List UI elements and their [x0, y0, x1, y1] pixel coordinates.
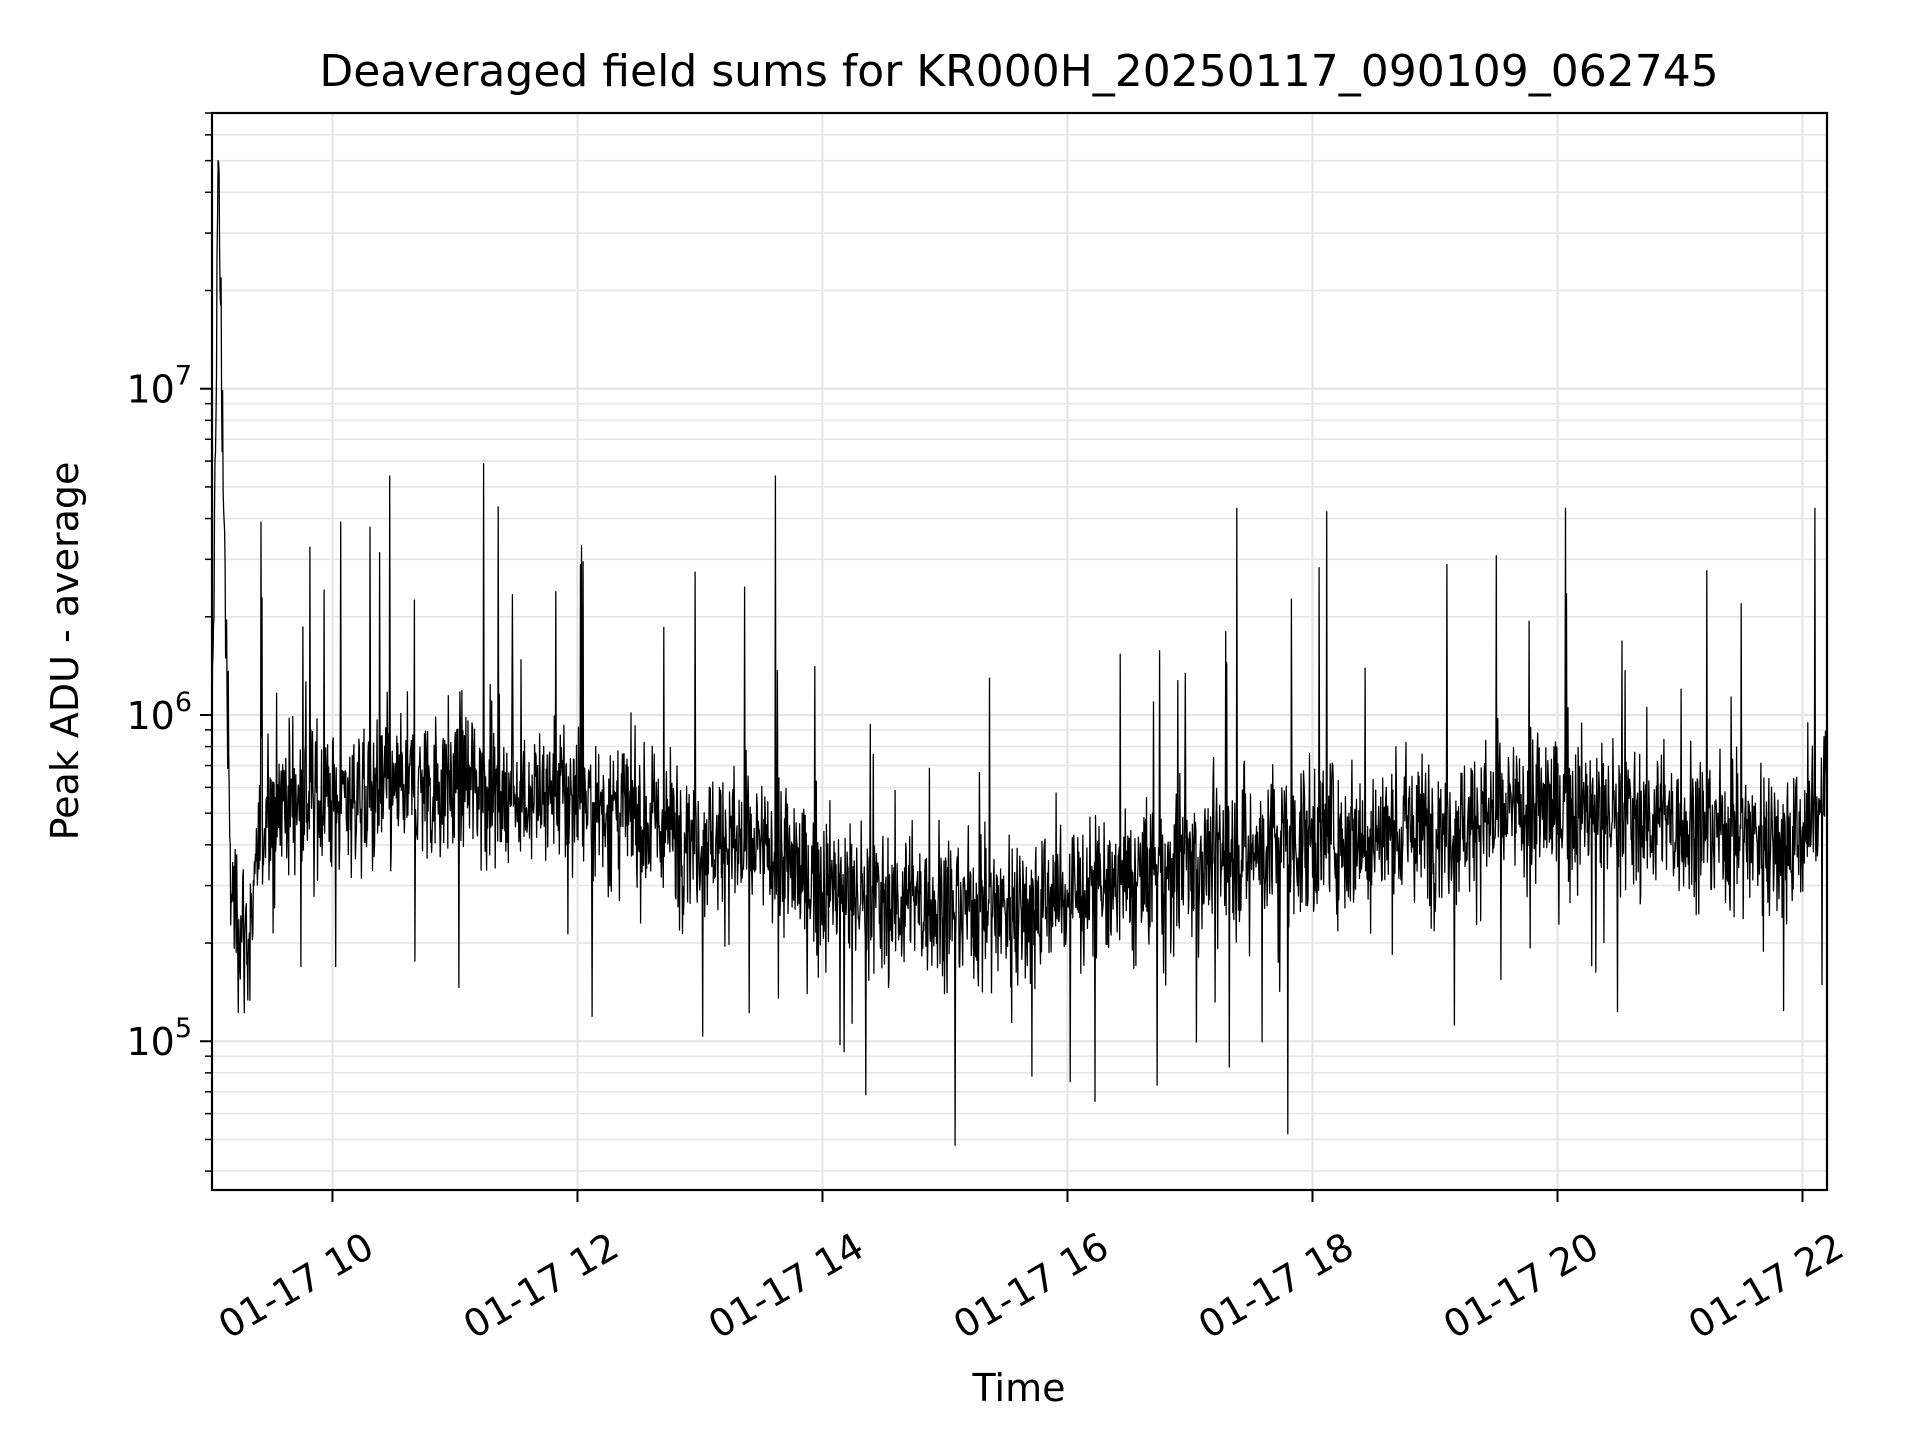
- x-axis-label: Time: [972, 1366, 1066, 1410]
- y-tick-label: 106: [126, 687, 192, 738]
- y-axis-label: Peak ADU - average: [43, 462, 87, 841]
- plot-frame: [210, 111, 1829, 1192]
- chart-title: Deaveraged field sums for KR000H_2025011…: [319, 46, 1718, 97]
- y-tick-label: 107: [126, 361, 192, 412]
- y-axis: 105 106 107: [126, 112, 212, 1172]
- data-line: [211, 160, 1828, 1146]
- y-tick-label: 105: [126, 1013, 192, 1064]
- series-line: [211, 160, 1828, 1146]
